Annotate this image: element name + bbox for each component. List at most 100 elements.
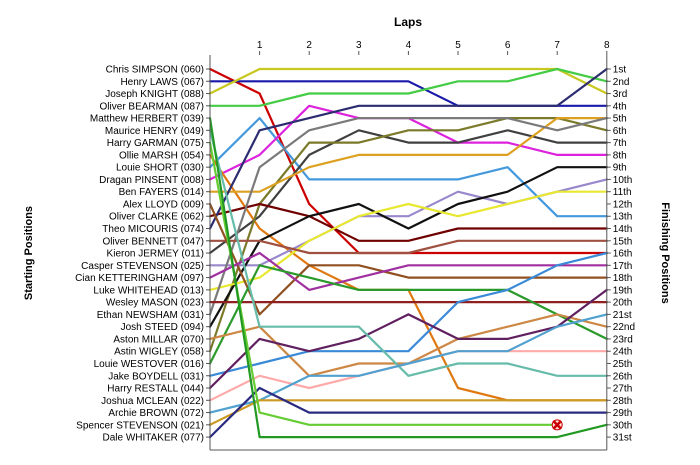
lap-tick-label: 2 — [306, 40, 312, 51]
finish-label: 16th — [613, 249, 632, 260]
finish-label: 27th — [613, 384, 632, 395]
start-label: Dragan PINSENT (008) — [99, 175, 204, 186]
start-label: Oliver BEARMAN (087) — [100, 101, 204, 112]
series-line-23 — [208, 251, 608, 377]
finish-label: 14th — [613, 224, 632, 235]
finish-label: 13th — [613, 212, 632, 223]
finish-label: 8th — [613, 150, 627, 161]
start-label: Oliver CLARKE (062) — [109, 212, 204, 223]
series-line-13 — [208, 166, 608, 328]
series-line-15 — [208, 67, 608, 230]
start-label: Cian KETTERINGHAM (097) — [75, 273, 204, 284]
chart-title: Laps — [394, 15, 422, 29]
retirement-markers — [551, 419, 563, 431]
series-line-18 — [208, 202, 608, 316]
start-label: Joseph KNIGHT (088) — [105, 89, 204, 100]
finish-label: 1st — [613, 65, 627, 76]
start-label: Ollie MARSH (054) — [119, 150, 204, 161]
series-line-29 — [208, 386, 608, 439]
start-label: Harry GARMAN (075) — [107, 138, 204, 149]
finish-label: 3rd — [613, 89, 627, 100]
series-line-11 — [208, 202, 608, 242]
start-label: Louie WESTOVER (016) — [94, 359, 204, 370]
finish-label: 29th — [613, 408, 632, 419]
finish-label: 20th — [613, 298, 632, 309]
lap-tick-label: 1 — [257, 40, 263, 51]
finish-label: 30th — [613, 420, 632, 431]
start-label: Oliver BENNETT (047) — [102, 236, 204, 247]
y-axis-label-right: Finishing Positions — [659, 202, 671, 303]
start-label: Astin WIGLEY (058) — [114, 347, 204, 358]
finish-label: 15th — [613, 236, 632, 247]
series-line-28 — [208, 399, 608, 426]
start-label: Chris SIMPSON (060) — [106, 65, 204, 76]
start-label: Henry LAWS (067) — [120, 77, 204, 88]
lap-tick-label: 3 — [356, 40, 362, 51]
start-label: Ben FAYERS (014) — [119, 187, 204, 198]
start-label: Alex LLOYD (009) — [123, 200, 204, 211]
finish-label: 25th — [613, 359, 632, 370]
start-label: Harry RESTALL (044) — [107, 384, 204, 395]
start-label: Aston MILLAR (070) — [113, 334, 204, 345]
chart-axes — [206, 51, 611, 451]
series-line-8 — [208, 129, 608, 255]
series-line-4 — [208, 67, 608, 107]
chart-labels: Laps Starting Positions Finishing Positi… — [23, 15, 671, 444]
finish-label: 19th — [613, 285, 632, 296]
finish-label: 22nd — [613, 322, 635, 333]
start-label: Wesley MASON (023) — [106, 298, 204, 309]
series-line-19 — [208, 251, 608, 291]
start-label: Josh STEED (094) — [121, 322, 204, 333]
retirement-x-icon — [551, 419, 563, 431]
finish-label: 2nd — [613, 77, 630, 88]
start-label: Dale WHITAKER (077) — [102, 433, 204, 444]
series-line-3 — [208, 67, 608, 95]
finish-label: 17th — [613, 261, 632, 272]
series-lines — [208, 67, 608, 439]
series-line-21 — [208, 264, 608, 365]
start-label: Maurice HENRY (049) — [105, 126, 204, 137]
finish-label: 10th — [613, 175, 632, 186]
lap-tick-label: 8 — [604, 40, 610, 51]
start-label: Ethan NEWSHAM (031) — [97, 310, 204, 321]
series-line-30 — [208, 141, 559, 426]
lap-tick-label: 4 — [406, 40, 412, 51]
lap-tick-label: 6 — [505, 40, 511, 51]
start-label: Spencer STEVENSON (021) — [76, 420, 204, 431]
series-line-25 — [208, 129, 608, 377]
start-label: Luke WHITEHEAD (013) — [93, 285, 204, 296]
lap-tick-label: 5 — [455, 40, 461, 51]
start-label: Casper STEVENSON (025) — [81, 261, 204, 272]
finish-label: 24th — [613, 347, 632, 358]
finish-label: 11th — [613, 187, 632, 198]
series-line-27 — [208, 313, 608, 414]
series-line-22 — [208, 313, 608, 377]
series-line-17 — [208, 239, 608, 255]
finish-label: 23rd — [613, 334, 633, 345]
finish-label: 28th — [613, 396, 632, 407]
finish-label: 26th — [613, 371, 632, 382]
start-label: Jake BOYDELL (031) — [108, 371, 204, 382]
start-label: Louie SHORT (030) — [116, 163, 204, 174]
finish-label: 4th — [613, 101, 627, 112]
start-label: Theo MICOURIS (074) — [102, 224, 204, 235]
start-label: Kieron JERMEY (011) — [107, 249, 204, 260]
series-line-24 — [208, 288, 608, 390]
lap-tick-label: 7 — [554, 40, 560, 51]
finish-label: 5th — [613, 114, 627, 125]
finish-label: 12th — [613, 200, 632, 211]
finish-label: 18th — [613, 273, 632, 284]
finish-label: 7th — [613, 138, 627, 149]
finish-label: 6th — [613, 126, 627, 137]
finish-label: 21st — [613, 310, 632, 321]
start-label: Matthew HERBERT (039) — [90, 114, 204, 125]
series-line-31 — [208, 116, 608, 439]
start-label: Archie BROWN (072) — [108, 408, 204, 419]
series-line-10 — [208, 116, 608, 193]
series-line-5 — [208, 116, 608, 218]
retirement-marker-stroke — [552, 419, 563, 430]
y-axis-label-left: Starting Positions — [23, 206, 35, 300]
series-line-16 — [208, 116, 608, 316]
